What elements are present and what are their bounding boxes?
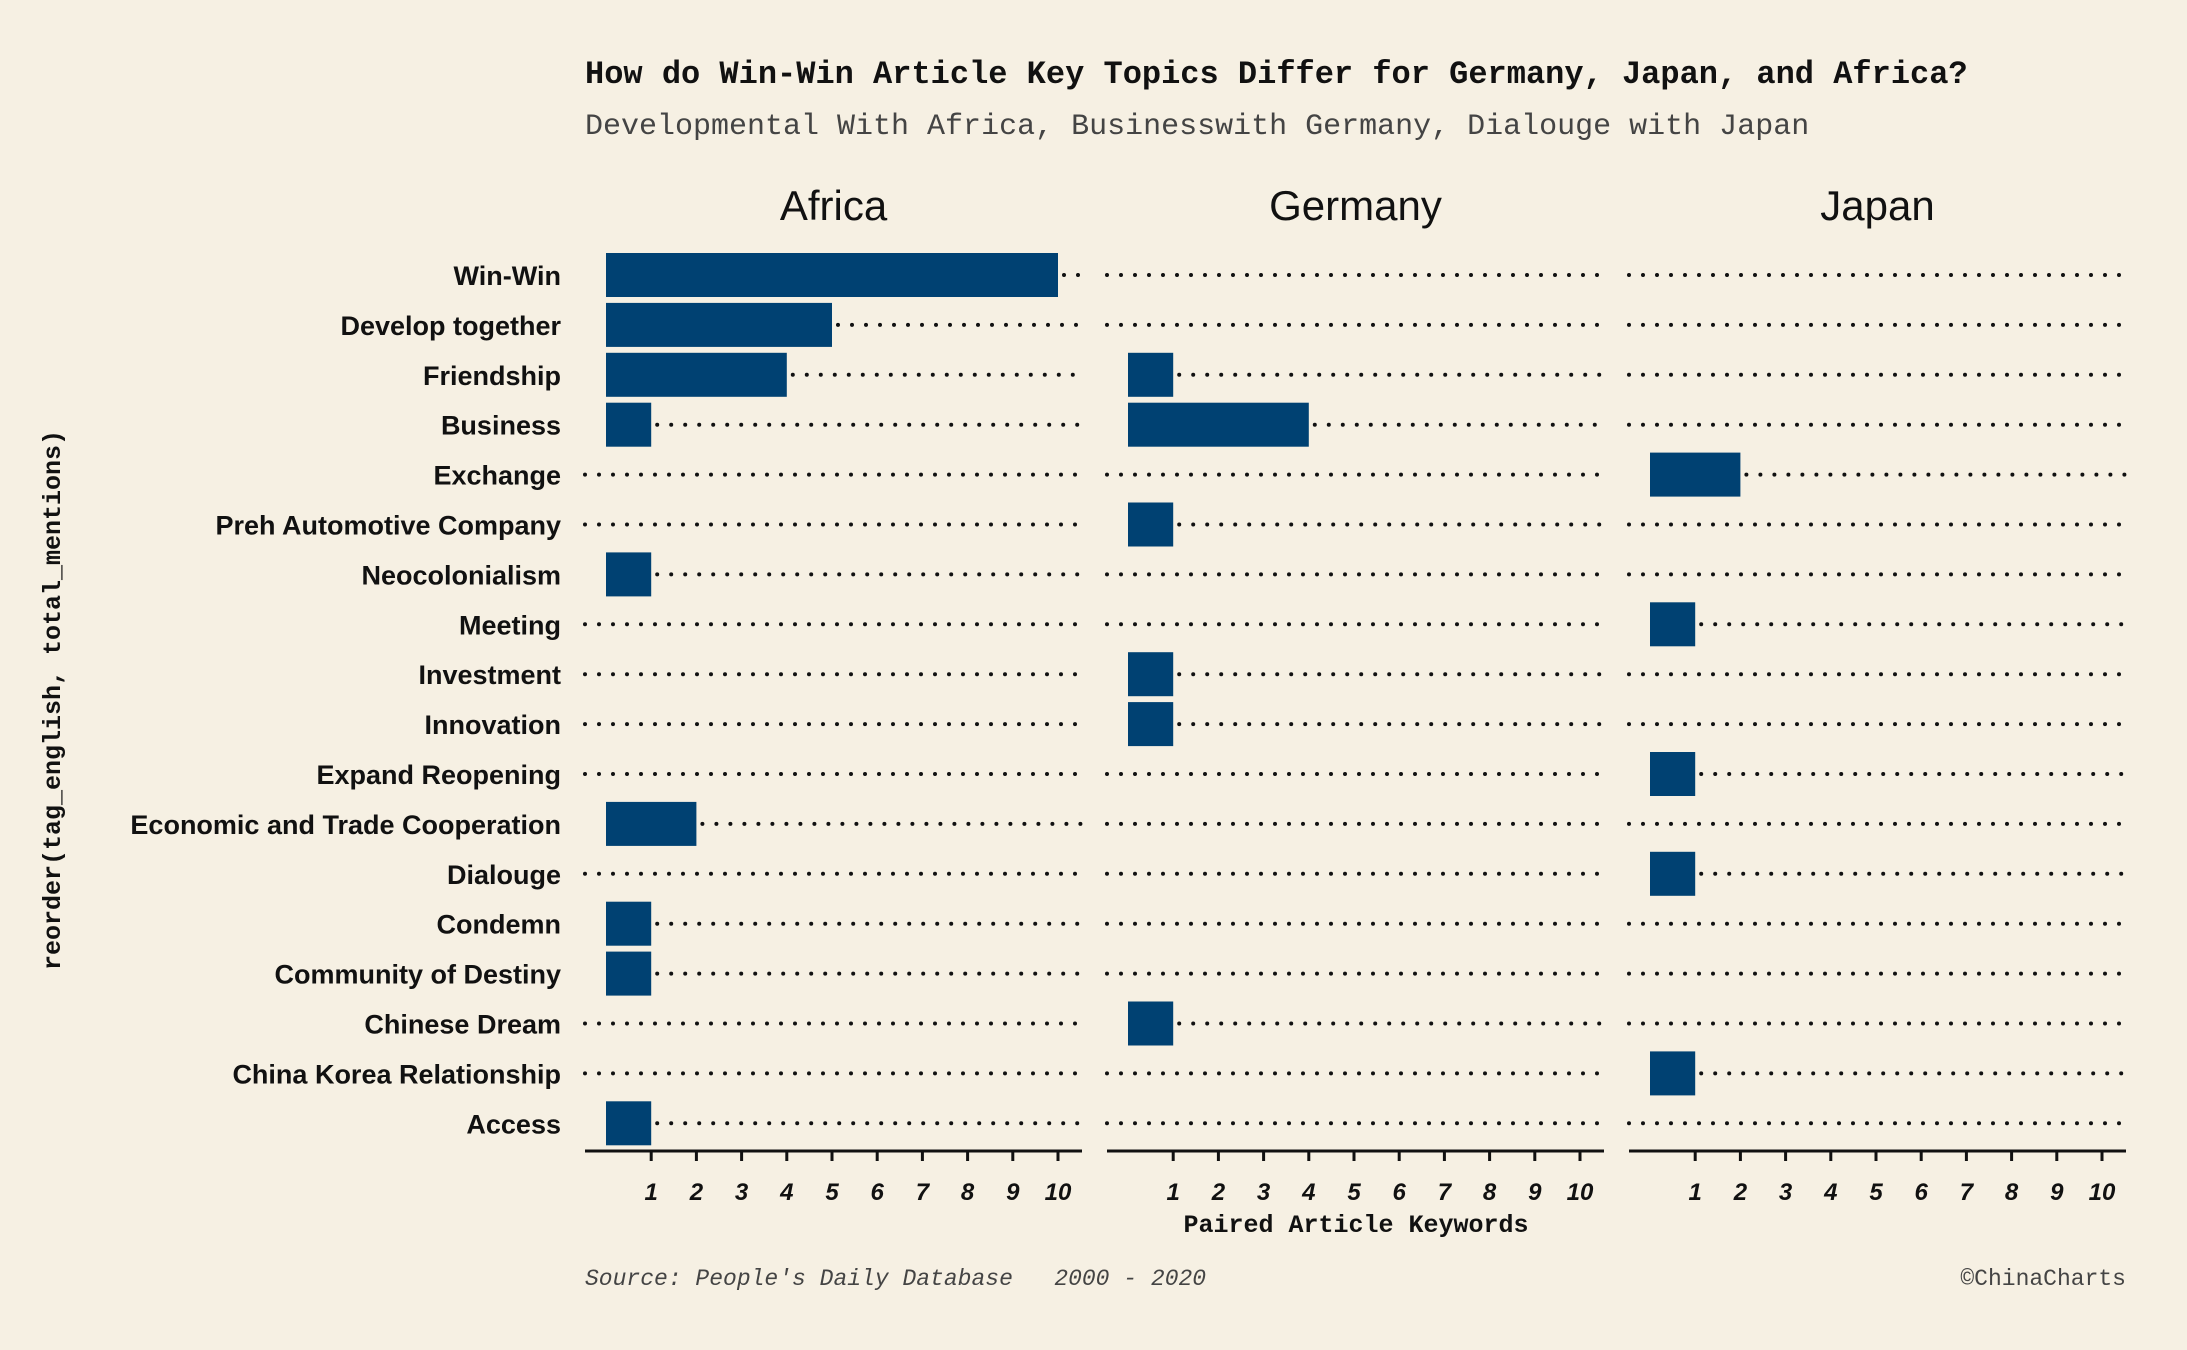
category-label-china-korea-relationship: China Korea Relationship	[232, 1059, 561, 1089]
category-label-friendship: Friendship	[423, 361, 561, 391]
x-tick-label-africa-5: 5	[825, 1179, 839, 1206]
x-tick-label-japan-8: 8	[2005, 1179, 2019, 1206]
x-tick-label-japan-1: 1	[1689, 1179, 1702, 1206]
category-label-condemn: Condemn	[437, 910, 562, 940]
bar-germany-friendship	[1128, 352, 1174, 397]
chart-subtitle: Developmental With Africa, Businesswith …	[585, 110, 1809, 144]
category-label-neocolonialism: Neocolonialism	[361, 560, 561, 590]
x-tick-label-germany-10: 10	[1567, 1179, 1594, 1206]
bar-africa-access	[606, 1101, 652, 1146]
x-tick-label-africa-3: 3	[735, 1179, 749, 1206]
bar-africa-win-win	[606, 253, 1058, 297]
x-tick-label-germany-4: 4	[1301, 1179, 1315, 1206]
x-axis-title: Paired Article Keywords	[1183, 1211, 1528, 1240]
bar-africa-friendship	[606, 352, 787, 397]
bar-germany-business	[1128, 402, 1309, 447]
x-tick-label-africa-4: 4	[779, 1179, 793, 1206]
panel-africa: Africa 1 2 3 4 5 6 7 8 9 10	[583, 182, 1084, 1206]
bar-japan-meeting	[1650, 602, 1696, 647]
x-tick-label-japan-9: 9	[2050, 1179, 2064, 1206]
bar-germany-innovation	[1128, 702, 1174, 747]
x-tick-label-africa-8: 8	[961, 1179, 975, 1206]
bar-africa-business	[606, 402, 652, 447]
x-tick-label-japan-7: 7	[1960, 1179, 1975, 1206]
category-labels: Win-Win Develop together Friendship Busines…	[130, 261, 561, 1139]
x-tick-label-africa-9: 9	[1006, 1179, 1020, 1206]
bar-africa-condemn	[606, 901, 652, 946]
category-label-develop-together: Develop together	[340, 311, 561, 341]
category-label-innovation: Innovation	[425, 710, 562, 740]
category-label-exchange: Exchange	[433, 461, 561, 491]
panel-japan: Japan 1 2 3 4 5 6 7 8 9 10	[1627, 182, 2128, 1206]
x-tick-label-japan-10: 10	[2089, 1179, 2116, 1206]
category-label-investment: Investment	[418, 660, 561, 690]
category-label-chinese-dream: Chinese Dream	[364, 1010, 561, 1040]
category-label-economic-and-trade-cooperation: Economic and Trade Cooperation	[130, 810, 561, 840]
x-tick-label-japan-3: 3	[1779, 1179, 1793, 1206]
bar-africa-develop-together	[606, 302, 832, 347]
category-label-dialouge: Dialouge	[447, 860, 561, 890]
category-label-meeting: Meeting	[459, 610, 561, 640]
bar-africa-economic-and-trade-cooperation	[606, 801, 697, 846]
x-tick-label-germany-6: 6	[1393, 1179, 1407, 1206]
copyright-caption: ©ChinaCharts	[1960, 1266, 2126, 1292]
panel-germany: Germany 1 2 3 4 5 6 7 8 9 10	[1105, 182, 1606, 1206]
bar-africa-community-of-destiny	[606, 951, 652, 996]
bar-germany-preh-automotive-company	[1128, 502, 1174, 547]
x-tick-label-africa-1: 1	[645, 1179, 658, 1206]
panel-title-africa: Africa	[780, 182, 888, 229]
y-axis-title: reorder(tag_english, total_mentions)	[39, 430, 68, 970]
x-tick-label-japan-2: 2	[1733, 1179, 1748, 1206]
x-tick-label-africa-7: 7	[916, 1179, 931, 1206]
panel-title-germany: Germany	[1269, 182, 1442, 229]
bar-japan-dialouge	[1650, 851, 1696, 896]
bar-japan-china-korea-relationship	[1650, 1051, 1696, 1096]
category-label-community-of-destiny: Community of Destiny	[274, 960, 561, 990]
x-tick-label-germany-9: 9	[1528, 1179, 1542, 1206]
x-tick-label-germany-7: 7	[1438, 1179, 1453, 1206]
x-tick-label-africa-2: 2	[689, 1179, 704, 1206]
x-tick-label-germany-5: 5	[1347, 1179, 1361, 1206]
bar-germany-investment	[1128, 652, 1174, 697]
bar-japan-exchange	[1650, 452, 1741, 497]
bar-africa-neocolonialism	[606, 552, 652, 597]
category-label-business: Business	[441, 411, 561, 441]
x-tick-label-germany-1: 1	[1167, 1179, 1180, 1206]
category-label-preh-automotive-company: Preh Automotive Company	[215, 511, 561, 541]
bar-germany-chinese-dream	[1128, 1001, 1174, 1046]
panel-title-japan: Japan	[1820, 182, 1934, 229]
source-caption: Source: People's Daily Database 2000 - 2…	[585, 1266, 1206, 1292]
chart-title: How do Win-Win Article Key Topics Differ…	[585, 56, 1968, 93]
category-label-expand-reopening: Expand Reopening	[316, 760, 561, 790]
x-tick-label-africa-10: 10	[1045, 1179, 1072, 1206]
x-tick-label-germany-8: 8	[1483, 1179, 1497, 1206]
bar-japan-expand-reopening	[1650, 752, 1696, 796]
category-label-access: Access	[466, 1109, 561, 1139]
x-tick-label-germany-3: 3	[1257, 1179, 1271, 1206]
x-tick-label-germany-2: 2	[1211, 1179, 1226, 1206]
x-tick-label-africa-6: 6	[871, 1179, 885, 1206]
x-tick-label-japan-5: 5	[1869, 1179, 1883, 1206]
x-tick-label-japan-6: 6	[1915, 1179, 1929, 1206]
x-tick-label-japan-4: 4	[1823, 1179, 1837, 1206]
category-label-win-win: Win-Win	[454, 261, 561, 291]
